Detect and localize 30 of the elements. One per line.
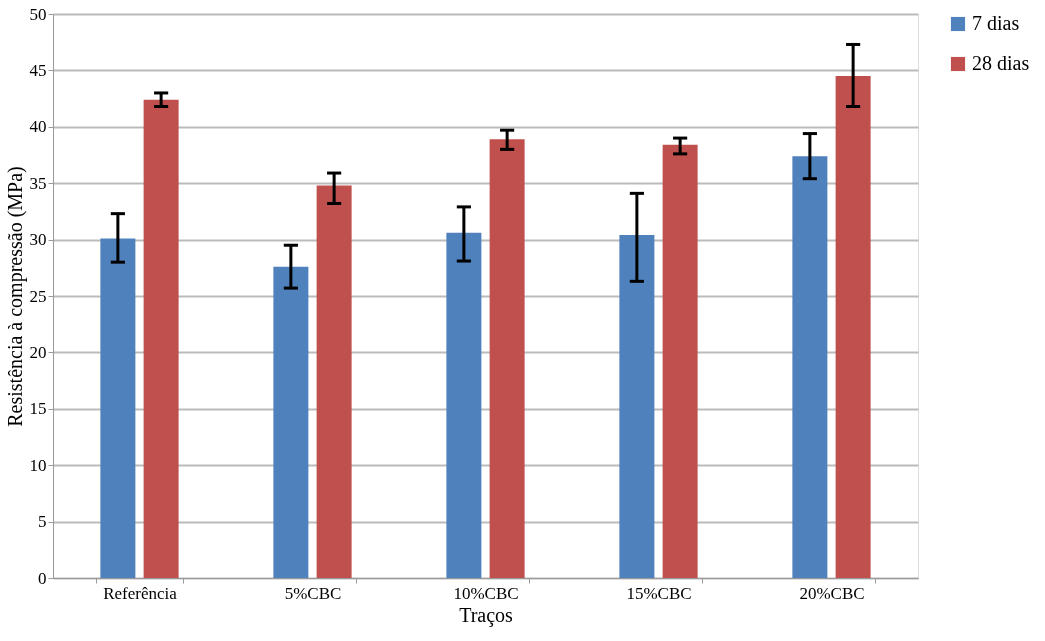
y-tick-label: 35 bbox=[29, 173, 47, 193]
x-tick-label: 5%CBC bbox=[284, 583, 342, 603]
y-tick-label: 50 bbox=[29, 4, 47, 24]
x-tick-label: 20%CBC bbox=[799, 583, 865, 603]
legend-label: 7 dias bbox=[972, 12, 1020, 34]
bar bbox=[619, 235, 655, 578]
bar bbox=[489, 139, 525, 578]
bar bbox=[316, 185, 352, 578]
x-tick-label: 15%CBC bbox=[626, 583, 692, 603]
bar bbox=[100, 238, 136, 578]
y-tick-label: 10 bbox=[29, 455, 47, 475]
y-tick-label: 5 bbox=[38, 512, 47, 532]
y-tick-label: 30 bbox=[29, 230, 47, 250]
bar bbox=[662, 144, 698, 578]
x-tick-label: 10%CBC bbox=[453, 583, 519, 603]
bar bbox=[446, 232, 482, 578]
y-tick-label: 0 bbox=[38, 568, 47, 588]
legend-label: 28 dias bbox=[972, 52, 1030, 74]
bar bbox=[792, 156, 828, 578]
x-axis-title: Traços bbox=[459, 603, 514, 627]
bar bbox=[143, 99, 179, 578]
x-tick-label: Referência bbox=[103, 583, 178, 603]
y-tick-label: 45 bbox=[29, 60, 47, 80]
y-tick-label: 40 bbox=[29, 117, 47, 137]
y-tick-label: 20 bbox=[29, 342, 47, 362]
y-tick-label: 15 bbox=[29, 399, 47, 419]
bar bbox=[273, 266, 309, 578]
bar bbox=[835, 76, 871, 578]
y-axis-title: Resistência à compressão (MPa) bbox=[3, 166, 27, 427]
y-tick-label: 25 bbox=[29, 286, 47, 306]
